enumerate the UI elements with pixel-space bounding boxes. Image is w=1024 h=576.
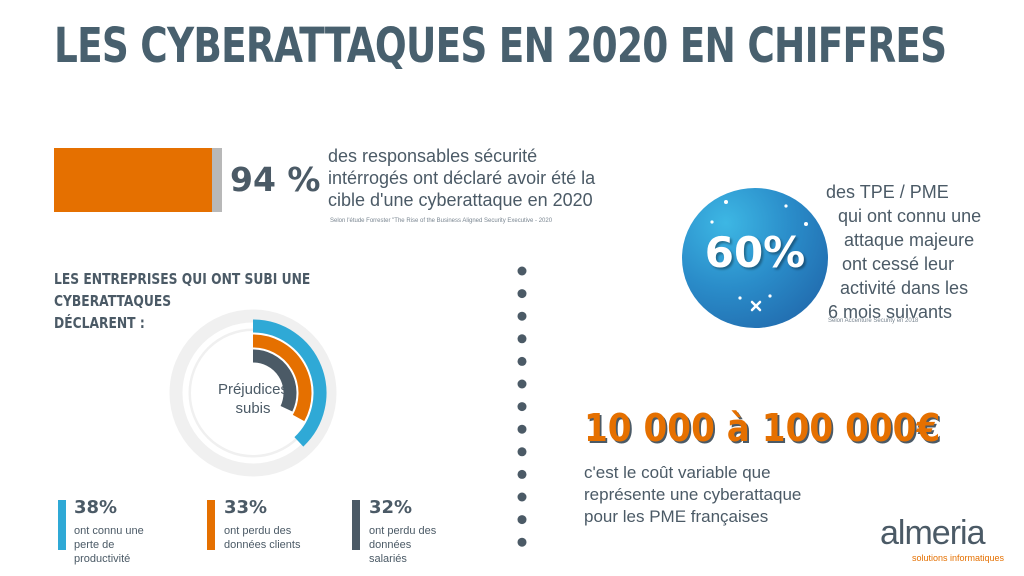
divider-dot — [517, 311, 527, 321]
sparkle-dot — [804, 222, 808, 226]
prejudice-donut-chart — [169, 309, 337, 477]
subtitle-line: LES ENTREPRISES QUI ONT SUBI UNE CYBERAT… — [54, 270, 311, 310]
donut-label-line: subis — [235, 400, 271, 417]
sparkle-dot — [724, 200, 728, 204]
legend-value-client-data: 33% — [224, 497, 268, 518]
divider-dot — [517, 356, 527, 366]
stat-60-line: activité dans les — [840, 278, 969, 298]
legend-value-employee-data: 32% — [369, 497, 413, 518]
sparkle-cross-icon — [750, 300, 762, 312]
cost-line: pour les PME françaises — [584, 507, 769, 526]
divider-dot — [517, 334, 527, 344]
divider-dot — [517, 515, 527, 525]
divider-dot — [517, 266, 527, 276]
subtitle-line: DÉCLARENT : — [54, 314, 145, 332]
cost-description: c'est le coût variable que représente un… — [584, 462, 884, 528]
legend-value-productivity: 38% — [74, 497, 118, 518]
sparkle-dot — [710, 220, 714, 224]
legend-desc-line: productivité — [74, 553, 131, 565]
legend-desc-line: salariés — [369, 553, 407, 565]
stat-60-text: des TPE / PME qui ont connu une attaque … — [826, 180, 1016, 324]
stat-94-source: Selon l'étude Forrester "The Rise of the… — [330, 218, 553, 224]
cost-line: c'est le coût variable que — [584, 463, 771, 482]
stat-94-line: cible d'une cyberattaque en 2020 — [328, 190, 593, 210]
donut-arc-employee-data — [252, 349, 297, 412]
legend-desc-line: ont perdu des — [224, 525, 292, 537]
legend-bar-client-data — [207, 500, 215, 550]
legend-desc-employee-data: ont perdu des données salariés — [369, 524, 479, 566]
divider-dot — [517, 469, 527, 479]
divider-dot — [517, 424, 527, 434]
legend-desc-productivity: ont connu une perte de productivité — [74, 524, 184, 566]
legend-desc-line: perte de — [74, 539, 115, 551]
legend-desc-line: ont perdu des — [369, 525, 437, 537]
almeria-logo: almeria — [880, 514, 985, 552]
stat-94-bar-rest — [212, 148, 222, 212]
stat-94-value: 94 % — [230, 160, 321, 199]
legend-desc-line: ont connu une — [74, 525, 144, 537]
donut-center-label: Préjudices subis — [213, 380, 293, 418]
sparkle-dot — [738, 296, 742, 300]
legend-bar-productivity — [58, 500, 66, 550]
legend-desc-line: données clients — [224, 539, 301, 551]
stat-60-line: attaque majeure — [844, 230, 975, 250]
donut-track-outer — [169, 309, 337, 477]
divider-dot — [517, 537, 527, 547]
divider-dot — [517, 447, 527, 457]
donut-center — [191, 331, 315, 455]
cost-range-value: 10 000 à 100 000€ — [584, 406, 941, 450]
stat-94-bar — [54, 148, 222, 212]
dotted-divider — [517, 266, 527, 547]
stat-94-text: des responsables sécurité intérrogés ont… — [328, 145, 628, 211]
sparkle-dot — [784, 204, 788, 208]
page-title: LES CYBERATTAQUES EN 2020 EN CHIFFRES — [54, 18, 947, 74]
sparkle-dot — [768, 294, 772, 298]
divider-dot — [517, 289, 527, 299]
stat-94-bar-fill — [54, 148, 212, 212]
cost-line: représente une cyberattaque — [584, 485, 802, 504]
stat-60-line: des TPE / PME — [826, 182, 949, 202]
stat-60-line: 6 mois suivants — [828, 302, 953, 322]
divider-dot — [517, 492, 527, 502]
stat-94-line: intérrogés ont déclaré avoir été la — [328, 168, 596, 188]
stat-94-line: des responsables sécurité — [328, 146, 538, 166]
stat-60-source: Selon Accenture Security en 2018 — [828, 318, 919, 324]
stat-60-value: 60% — [704, 228, 806, 277]
donut-arc-productivity — [252, 319, 327, 447]
stat-60-line: ont cessé leur — [842, 254, 955, 274]
divider-dot — [517, 379, 527, 389]
section-subtitle: LES ENTREPRISES QUI ONT SUBI UNE CYBERAT… — [54, 268, 398, 334]
stat-60-line: qui ont connu une — [838, 206, 982, 226]
legend-desc-client-data: ont perdu des données clients — [224, 524, 334, 552]
legend-desc-line: données — [369, 539, 412, 551]
divider-dot — [517, 402, 527, 412]
legend-bar-employee-data — [352, 500, 360, 550]
donut-label-line: Préjudices — [217, 381, 289, 398]
donut-arc-client-data — [252, 334, 312, 422]
almeria-logo-tagline: solutions informatiques — [912, 553, 1005, 563]
stat-60-sparkles — [710, 200, 808, 312]
